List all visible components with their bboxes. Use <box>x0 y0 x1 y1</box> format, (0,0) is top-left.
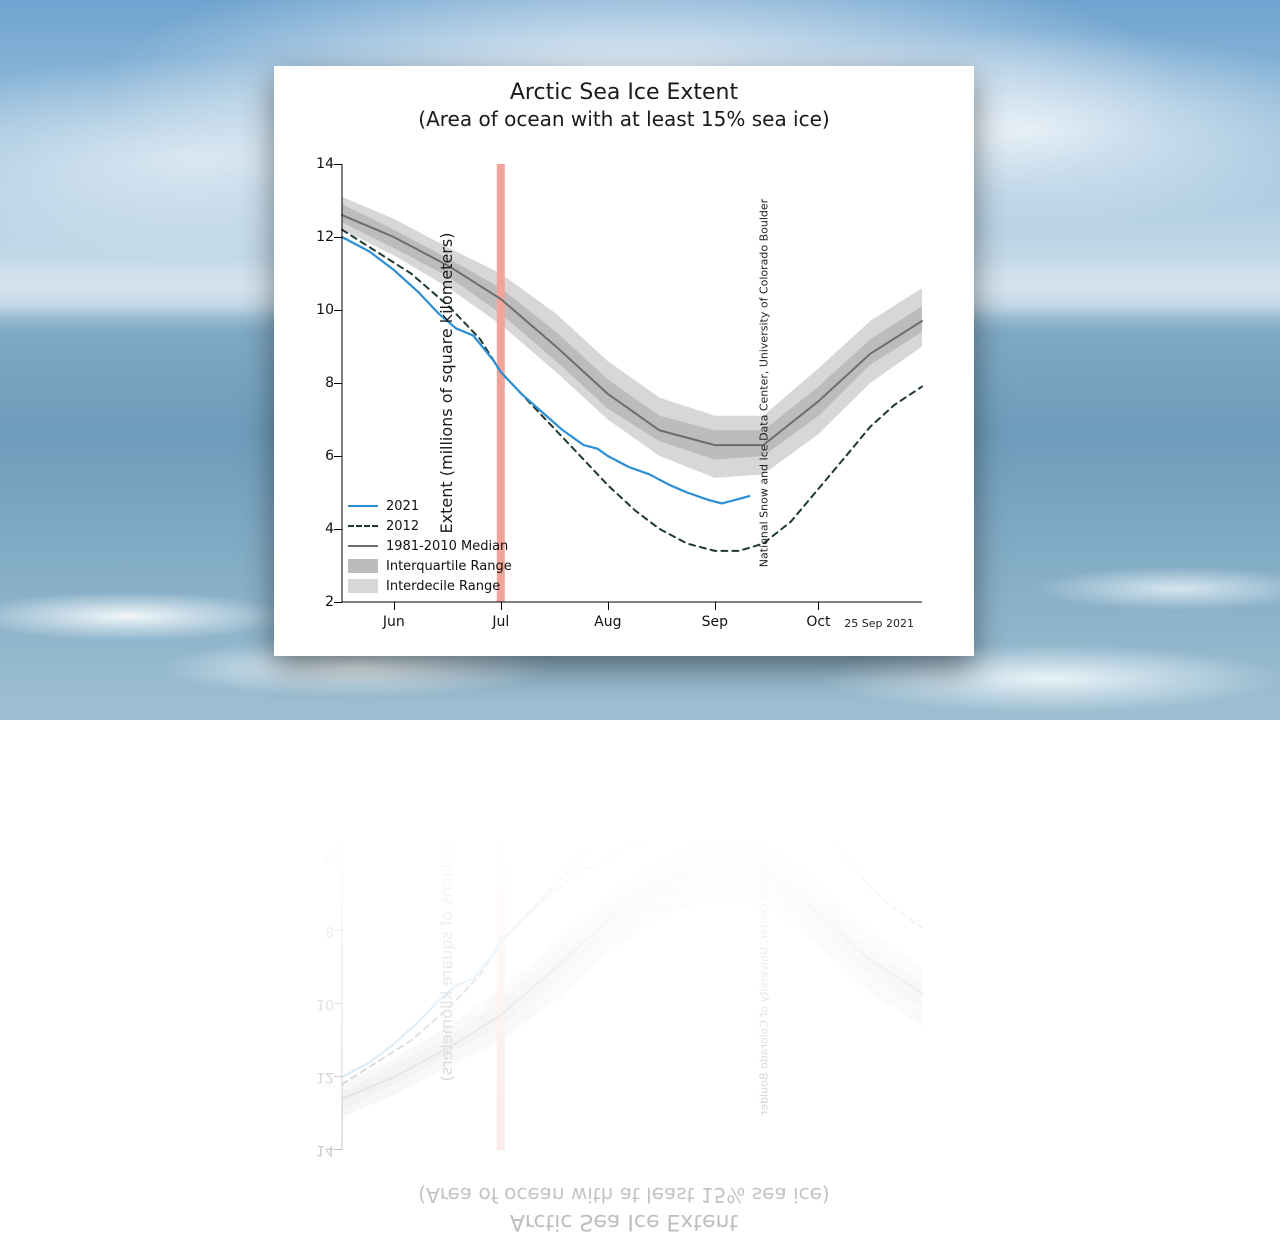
x-tick <box>608 602 609 610</box>
y-tick-label: 4 <box>308 521 334 537</box>
y-tick <box>334 784 342 785</box>
y-axis-label: Extent (millions of square kilometers) <box>437 781 456 1082</box>
y-tick-label: 12 <box>308 229 334 245</box>
y-tick-label: 10 <box>308 302 334 318</box>
y-tick-label: 8 <box>308 923 334 939</box>
legend-row: 1981-2010 Median <box>348 758 512 778</box>
legend-row: 1981-2010 Median <box>348 536 512 556</box>
legend-swatch <box>348 807 378 809</box>
legend-row: Interquartile Range <box>348 556 512 576</box>
legend-swatch <box>348 767 378 769</box>
x-tick-label: Jul <box>492 614 509 630</box>
x-tick-label: Oct <box>806 614 830 630</box>
legend-label: 2012 <box>386 519 419 534</box>
median-line <box>342 869 922 1099</box>
y-tick-label: 6 <box>308 850 334 866</box>
x-tick <box>394 602 395 610</box>
legend-row: Interquartile Range <box>348 738 512 758</box>
legend-swatch <box>348 741 378 755</box>
y-tick <box>334 529 342 530</box>
y-tick-label: 6 <box>308 448 334 464</box>
x-tick <box>501 602 502 610</box>
legend-label: 1981-2010 Median <box>386 539 508 554</box>
y-tick-label: 10 <box>308 996 334 1012</box>
y-tick <box>334 1003 342 1004</box>
interdecile-range <box>342 836 922 1117</box>
x-tick-label: Sep <box>702 614 728 630</box>
legend-row: 2021 <box>348 798 512 818</box>
source-credit: National Snow and Ice Data Center, Unive… <box>757 747 770 1115</box>
series-2021 <box>342 811 749 1077</box>
plot-area: Extent (millions of square kilometers) N… <box>342 164 922 602</box>
chart-svg <box>342 712 922 1150</box>
legend-row: Interdecile Range <box>348 576 512 596</box>
y-tick <box>334 237 342 238</box>
legend-label: 2021 <box>386 801 419 816</box>
y-tick-label: 14 <box>308 156 334 172</box>
y-tick <box>334 857 342 858</box>
y-tick <box>334 456 342 457</box>
legend-label: 1981-2010 Median <box>386 761 508 776</box>
legend-swatch <box>348 559 378 573</box>
x-tick <box>818 602 819 610</box>
legend-swatch <box>348 545 378 547</box>
y-tick <box>334 930 342 931</box>
chart-card-reflection: Arctic Sea Ice Extent (Area of ocean wit… <box>274 658 974 1248</box>
chart-title-block: Arctic Sea Ice Extent (Area of ocean wit… <box>274 1183 974 1234</box>
interquartile-range <box>342 854 922 1110</box>
y-axis-label: Extent (millions of square kilometers) <box>437 233 456 534</box>
legend-swatch <box>348 721 378 735</box>
chart-title-block: Arctic Sea Ice Extent (Area of ocean wit… <box>274 80 974 131</box>
y-tick <box>334 310 342 311</box>
legend-label: 2021 <box>386 499 419 514</box>
legend: 2021 2012 1981-2010 Median Interquartile Ra… <box>348 496 512 596</box>
legend-row: 2012 <box>348 778 512 798</box>
y-tick-label: 4 <box>308 777 334 793</box>
chart-title: Arctic Sea Ice Extent <box>274 80 974 105</box>
source-credit: National Snow and Ice Data Center, Unive… <box>757 199 770 567</box>
legend-label: Interquartile Range <box>386 559 512 574</box>
y-tick <box>334 164 342 165</box>
legend-swatch <box>348 505 378 507</box>
chart-title: Arctic Sea Ice Extent <box>274 1209 974 1234</box>
legend-row: Interdecile Range <box>348 718 512 738</box>
y-tick-label: 12 <box>308 1069 334 1085</box>
series-2012 <box>342 763 922 1084</box>
legend-row: 2012 <box>348 516 512 536</box>
legend-label: Interdecile Range <box>386 579 500 594</box>
legend-label: Interdecile Range <box>386 721 500 736</box>
y-tick <box>334 602 342 603</box>
y-tick <box>334 1149 342 1150</box>
legend-swatch <box>348 787 378 789</box>
y-tick <box>334 383 342 384</box>
legend-label: 2012 <box>386 781 419 796</box>
y-tick-label: 2 <box>308 594 334 610</box>
y-tick <box>334 1076 342 1077</box>
legend-swatch <box>348 579 378 593</box>
legend-swatch <box>348 525 378 527</box>
plot-area: Extent (millions of square kilometers) N… <box>342 712 922 1150</box>
y-tick-label: 8 <box>308 375 334 391</box>
x-tick-label: Aug <box>594 614 621 630</box>
legend: 2021 2012 1981-2010 Median Interquartile Ra… <box>348 718 512 818</box>
date-caption: 25 Sep 2021 <box>844 617 914 630</box>
interdecile-range <box>342 197 922 478</box>
chart-card: Arctic Sea Ice Extent (Area of ocean wit… <box>274 66 974 656</box>
chart-subtitle: (Area of ocean with at least 15% sea ice… <box>274 1183 974 1207</box>
x-tick <box>715 602 716 610</box>
chart-subtitle: (Area of ocean with at least 15% sea ice… <box>274 107 974 131</box>
x-tick-label: Jun <box>383 614 405 630</box>
y-tick-label: 14 <box>308 1142 334 1158</box>
legend-row: 2021 <box>348 496 512 516</box>
legend-label: Interquartile Range <box>386 741 512 756</box>
